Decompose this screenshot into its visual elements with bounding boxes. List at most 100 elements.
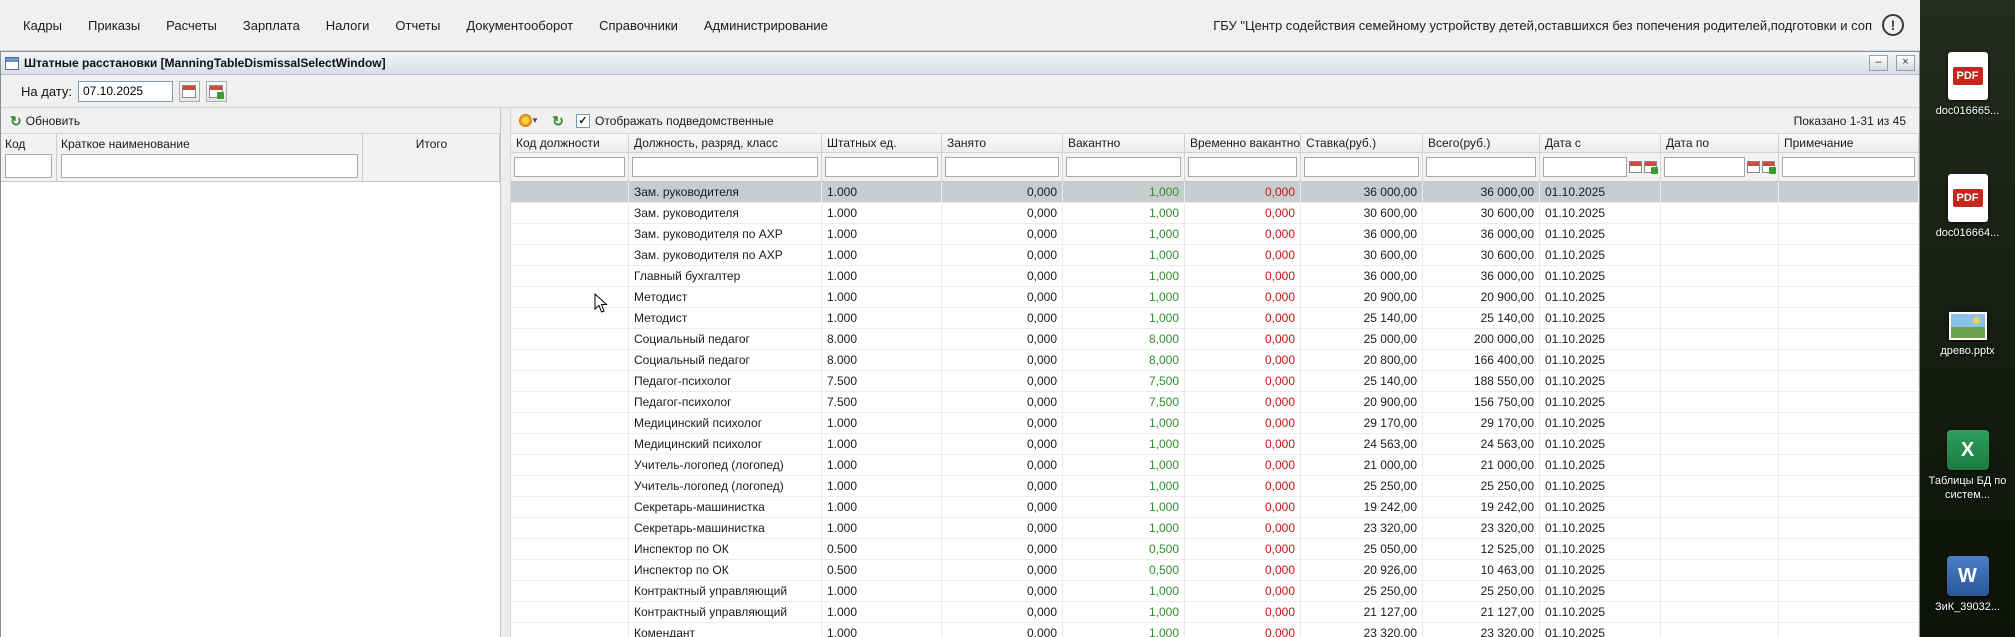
table-cell: 01.10.2025 xyxy=(1540,623,1661,637)
table-cell xyxy=(1779,581,1919,601)
left-column-itogo: Итого xyxy=(363,134,500,181)
column-header[interactable]: Код xyxy=(5,137,26,151)
desktop-icon-pdf[interactable]: PDF doc016665... xyxy=(1920,52,2015,119)
table-row[interactable]: Комендант 1.000 0,000 1,000 0,000 23 320,00 23… xyxy=(511,623,1919,637)
table-row[interactable]: Инспектор по ОК 0.500 0,000 0,500 0,000 20 92… xyxy=(511,560,1919,581)
calendar-select-icon[interactable] xyxy=(1762,161,1776,174)
table-row[interactable]: Педагог-психолог 7.500 0,000 7,500 0,000 25 1… xyxy=(511,371,1919,392)
menu-item[interactable]: Отчеты xyxy=(395,17,441,33)
table-cell: Зам. руководителя xyxy=(629,182,822,202)
filter-input[interactable] xyxy=(514,157,625,177)
calendar-select-icon[interactable] xyxy=(1644,161,1658,174)
checkbox-check-icon: ✓ xyxy=(576,113,590,128)
menu-item[interactable]: Налоги xyxy=(325,17,370,33)
filter-input[interactable] xyxy=(1066,157,1181,177)
column-header[interactable]: Дата по xyxy=(1661,134,1779,152)
table-row[interactable]: Медицинский психолог 1.000 0,000 1,000 0,000… xyxy=(511,434,1919,455)
table-cell: 0,000 xyxy=(942,203,1063,223)
menu-item[interactable]: Зарплата xyxy=(242,17,300,33)
filter-input[interactable] xyxy=(1304,157,1419,177)
calendar-button[interactable] xyxy=(178,80,200,102)
table-cell: 30 600,00 xyxy=(1423,203,1540,223)
filter-input[interactable] xyxy=(1188,157,1297,177)
filter-input[interactable] xyxy=(1543,157,1627,177)
table-row[interactable]: Инспектор по ОК 0.500 0,000 0,500 0,000 25 05… xyxy=(511,539,1919,560)
column-header[interactable]: Вакантно xyxy=(1063,134,1185,152)
filter-input[interactable] xyxy=(5,154,52,178)
table-row[interactable]: Контрактный управляющий 1.000 0,000 1,000 0,… xyxy=(511,602,1919,623)
table-row[interactable]: Медицинский психолог 1.000 0,000 1,000 0,000… xyxy=(511,413,1919,434)
alert-icon[interactable]: ! xyxy=(1882,14,1904,36)
column-header[interactable]: Должность, разряд, класс xyxy=(629,134,822,152)
subordinates-checkbox[interactable]: ✓ Отображать подведомственные xyxy=(576,113,774,128)
menu-item[interactable]: Кадры xyxy=(23,17,62,33)
table-cell: 7.500 xyxy=(822,392,942,412)
table-cell: Методист xyxy=(629,308,822,328)
table-row[interactable]: Педагог-психолог 7.500 0,000 7,500 0,000 20 9… xyxy=(511,392,1919,413)
desktop-icon-word[interactable]: W ЗиК_39032... xyxy=(1920,556,2015,615)
table-row[interactable]: Секретарь-машинистка 1.000 0,000 1,000 0,000… xyxy=(511,497,1919,518)
menu-item[interactable]: Документооборот xyxy=(466,17,574,33)
table-row[interactable]: Социальный педагог 8.000 0,000 8,000 0,000 25… xyxy=(511,329,1919,350)
calendar-icon[interactable] xyxy=(1629,161,1642,173)
table-cell: 1.000 xyxy=(822,308,942,328)
menu-item[interactable]: Расчеты xyxy=(166,17,217,33)
filter-input[interactable] xyxy=(1782,157,1915,177)
filter-input[interactable] xyxy=(632,157,818,177)
table-row[interactable]: Секретарь-машинистка 1.000 0,000 1,000 0,000… xyxy=(511,518,1919,539)
menu-item[interactable]: Приказы xyxy=(87,17,141,33)
desktop-icon-pdf[interactable]: PDF doc016664... xyxy=(1920,174,2015,241)
table-row[interactable]: Методист 1.000 0,000 1,000 0,000 20 900,00 20 … xyxy=(511,287,1919,308)
date-input[interactable] xyxy=(77,80,173,102)
desktop-icon-excel[interactable]: X Таблицы БД по систем... xyxy=(1920,430,2015,503)
table-row[interactable]: Зам. руководителя по АХР 1.000 0,000 1,000 0… xyxy=(511,224,1919,245)
table-cell: 1.000 xyxy=(822,455,942,475)
filter-input[interactable] xyxy=(1664,157,1745,177)
table-row[interactable]: Зам. руководителя 1.000 0,000 1,000 0,000 30 … xyxy=(511,203,1919,224)
minimize-button[interactable]: ‒ xyxy=(1869,55,1888,71)
table-row[interactable]: Учитель-логопед (логопед) 1.000 0,000 1,000… xyxy=(511,476,1919,497)
filter-input[interactable] xyxy=(945,157,1059,177)
column-header[interactable]: Итого xyxy=(415,137,448,151)
column-header[interactable]: Дата с xyxy=(1540,134,1661,152)
close-button[interactable]: × xyxy=(1896,55,1915,71)
table-cell xyxy=(511,287,629,307)
column-header[interactable]: Краткое наименование xyxy=(61,137,190,151)
left-table-body[interactable] xyxy=(1,182,500,637)
table-cell: 1,000 xyxy=(1063,518,1185,538)
desktop-icon-image[interactable]: древо.pptx xyxy=(1920,312,2015,359)
calendar-icon[interactable] xyxy=(1747,161,1760,173)
grid-filter-row xyxy=(511,153,1919,182)
table-row[interactable]: Зам. руководителя по АХР 1.000 0,000 1,000 0… xyxy=(511,245,1919,266)
filter-input[interactable] xyxy=(61,154,358,178)
table-cell: 01.10.2025 xyxy=(1540,308,1661,328)
calendar-select-button[interactable] xyxy=(205,80,227,102)
refresh-icon: ↻ xyxy=(10,112,22,129)
column-header[interactable]: Код должности xyxy=(511,134,629,152)
table-row[interactable]: Главный бухгалтер 1.000 0,000 1,000 0,000 36 … xyxy=(511,266,1919,287)
menu-item[interactable]: Справочники xyxy=(599,17,678,33)
table-row[interactable]: Методист 1.000 0,000 1,000 0,000 25 140,00 25 … xyxy=(511,308,1919,329)
menu-item[interactable]: Администрирование xyxy=(703,17,828,33)
panel-splitter[interactable] xyxy=(501,108,511,637)
column-header[interactable]: Штатных ед. xyxy=(822,134,942,152)
table-row[interactable]: Учитель-логопед (логопед) 1.000 0,000 1,000… xyxy=(511,455,1919,476)
column-header[interactable]: Всего(руб.) xyxy=(1423,134,1540,152)
table-row[interactable]: Социальный педагог 8.000 0,000 8,000 0,000 20… xyxy=(511,350,1919,371)
table-row[interactable]: Контрактный управляющий 1.000 0,000 1,000 0,… xyxy=(511,581,1919,602)
table-cell xyxy=(1661,518,1779,538)
refresh-button[interactable]: ↻ xyxy=(546,111,570,131)
table-cell: 0,000 xyxy=(1185,287,1301,307)
column-header[interactable]: Ставка(руб.) xyxy=(1301,134,1423,152)
column-header[interactable]: Занято xyxy=(942,134,1063,152)
table-row[interactable]: Зам. руководителя 1.000 0,000 1,000 0,000 36 … xyxy=(511,182,1919,203)
view-settings-button[interactable]: ▾ xyxy=(516,111,540,131)
refresh-button[interactable]: ↻ Обновить xyxy=(6,112,84,130)
filter-input[interactable] xyxy=(1426,157,1536,177)
table-cell: 1.000 xyxy=(822,182,942,202)
column-header[interactable]: Временно вакантно... xyxy=(1185,134,1301,152)
column-header[interactable]: Примечание xyxy=(1779,134,1919,152)
table-cell: 0,000 xyxy=(942,392,1063,412)
filter-input[interactable] xyxy=(825,157,938,177)
desktop-icon-label: Таблицы БД по систем... xyxy=(1928,475,2007,501)
